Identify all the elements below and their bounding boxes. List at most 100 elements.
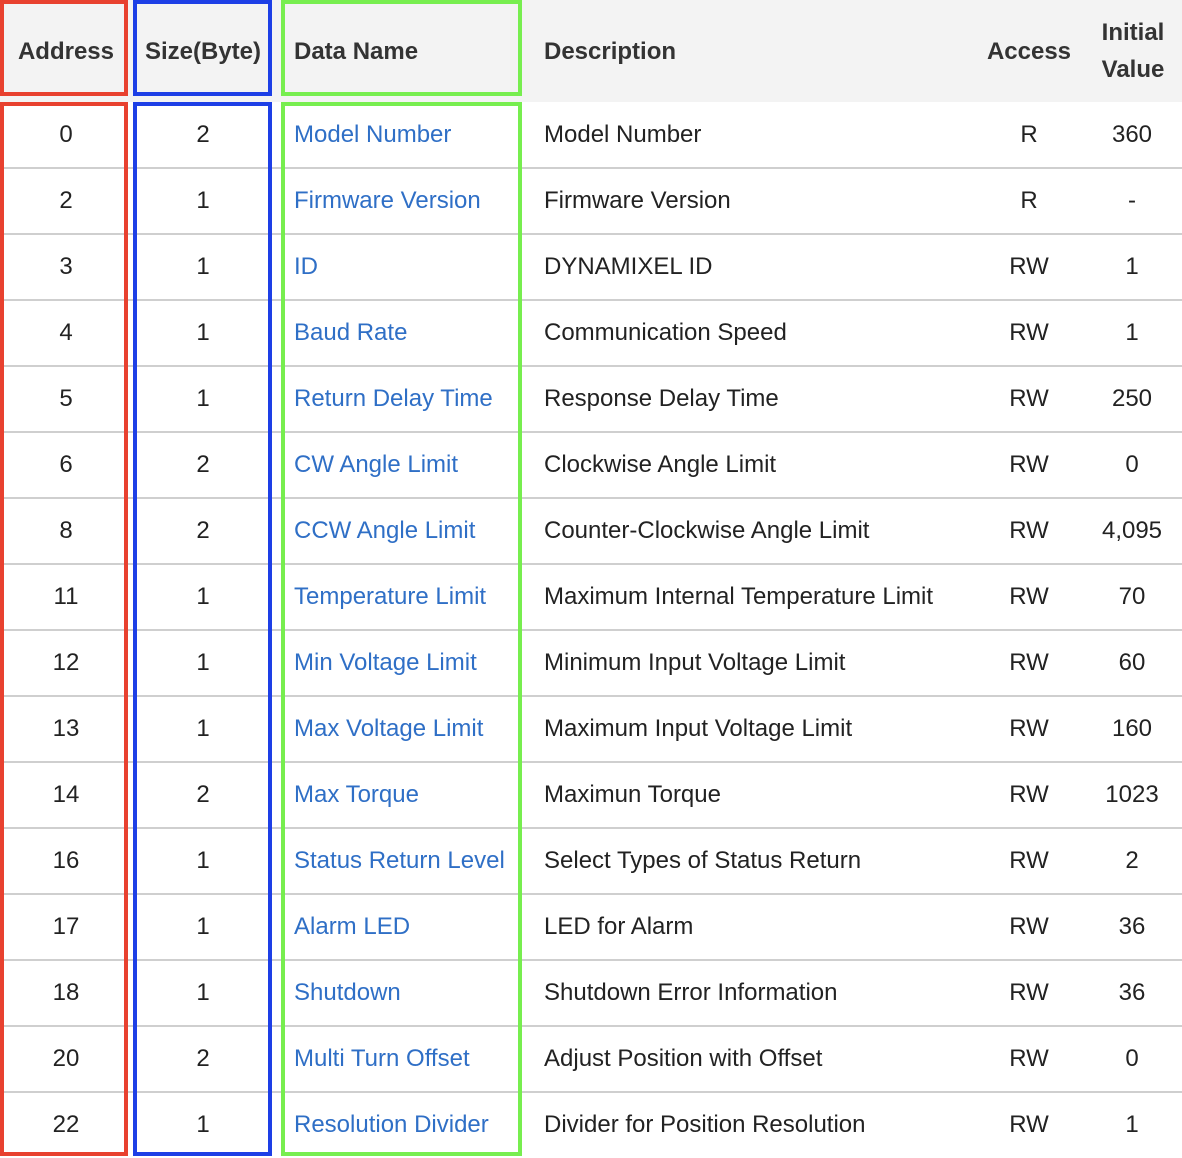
cell-access: RW [1009,847,1049,874]
cell-size: 1 [196,253,210,280]
cell-initial-value: 0 [1125,1045,1139,1072]
cell-initial-value: 1 [1125,1111,1139,1138]
data-name-link[interactable]: Model Number [294,121,452,148]
row-divider [0,167,1182,169]
cell-address: 6 [59,451,73,478]
cell-access: RW [1009,385,1049,412]
cell-initial-value: 1 [1125,253,1139,280]
cell-description: Minimum Input Voltage Limit [544,649,846,676]
cell-size: 2 [196,781,210,808]
row-divider [0,431,1182,433]
cell-address: 0 [59,121,73,148]
cell-access: RW [1009,1045,1049,1072]
cell-size: 1 [196,319,210,346]
cell-description: LED for Alarm [544,913,694,940]
data-name-link[interactable]: Baud Rate [294,319,408,346]
cell-address: 14 [52,781,80,808]
cell-initial-value: 1023 [1105,781,1159,808]
cell-address: 20 [52,1045,80,1072]
data-name-link[interactable]: Min Voltage Limit [294,649,477,676]
cell-description: Maximum Input Voltage Limit [544,715,853,742]
cell-access: RW [1009,1111,1049,1138]
cell-address: 5 [59,385,73,412]
cell-description: Shutdown Error Information [544,979,838,1006]
data-name-link[interactable]: Firmware Version [294,187,481,214]
row-divider [0,695,1182,697]
cell-initial-value: 36 [1118,913,1146,940]
data-name-link[interactable]: Status Return Level [294,847,505,874]
row-divider [0,893,1182,895]
data-name-link[interactable]: Return Delay Time [294,385,493,412]
cell-size: 2 [196,121,210,148]
row-divider [0,497,1182,499]
data-name-link[interactable]: ID [294,253,318,280]
cell-description: Firmware Version [544,187,731,214]
cell-initial-value: 250 [1111,385,1153,412]
cell-access: RW [1009,319,1049,346]
row-divider [0,629,1182,631]
cell-access: RW [1009,715,1049,742]
row-divider [0,1025,1182,1027]
cell-access: RW [1009,781,1049,808]
header-access: Access [986,37,1072,65]
cell-address: 13 [52,715,80,742]
cell-initial-value: 1 [1125,319,1139,346]
header-initial-value: Initial Value [1101,19,1165,83]
cell-access: RW [1009,451,1049,478]
cell-size: 1 [196,979,210,1006]
header-size: Size(Byte) [144,37,262,65]
cell-description: Clockwise Angle Limit [544,451,777,478]
cell-initial-value: 4,095 [1101,517,1163,544]
cell-initial-value: 70 [1118,583,1146,610]
data-name-link[interactable]: Multi Turn Offset [294,1045,470,1072]
row-divider [0,761,1182,763]
row-divider [0,299,1182,301]
cell-initial-value: 360 [1111,121,1153,148]
cell-address: 2 [59,187,73,214]
header-description: Description [544,37,677,65]
cell-address: 22 [52,1111,80,1138]
cell-access: RW [1009,583,1049,610]
cell-access: RW [1009,913,1049,940]
cell-description: Maximum Internal Temperature Limit [544,583,934,610]
header-data-name: Data Name [294,37,419,65]
row-divider [0,959,1182,961]
cell-access: RW [1009,649,1049,676]
cell-access: R [1020,121,1038,148]
data-name-link[interactable]: Alarm LED [294,913,411,940]
cell-address: 16 [52,847,80,874]
cell-address: 4 [59,319,73,346]
cell-initial-value: 36 [1118,979,1146,1006]
table-header-row: Address Size(Byte) Data Name Description… [0,0,1182,102]
cell-description: Counter-Clockwise Angle Limit [544,517,870,544]
data-name-link[interactable]: Max Voltage Limit [294,715,484,742]
cell-size: 1 [196,649,210,676]
data-name-link[interactable]: Resolution Divider [294,1111,489,1138]
data-name-link[interactable]: CCW Angle Limit [294,517,476,544]
row-divider [0,1091,1182,1093]
cell-initial-value: 60 [1118,649,1146,676]
cell-initial-value: - [1128,187,1136,214]
cell-description: Communication Speed [544,319,787,346]
cell-size: 2 [196,1045,210,1072]
cell-size: 2 [196,451,210,478]
cell-address: 11 [53,583,79,610]
cell-size: 1 [196,715,210,742]
cell-access: RW [1009,517,1049,544]
data-name-link[interactable]: Max Torque [294,781,419,808]
data-name-link[interactable]: Temperature Limit [294,583,487,610]
cell-address: 12 [52,649,80,676]
data-name-link[interactable]: CW Angle Limit [294,451,459,478]
data-name-link[interactable]: Shutdown [294,979,401,1006]
cell-size: 2 [196,517,210,544]
cell-description: Maximun Torque [544,781,721,808]
cell-access: RW [1009,253,1049,280]
row-divider [0,827,1182,829]
cell-description: Model Number [544,121,702,148]
cell-initial-value: 2 [1125,847,1139,874]
cell-access: RW [1009,979,1049,1006]
cell-address: 8 [59,517,73,544]
header-address: Address [17,37,115,65]
cell-size: 1 [196,847,210,874]
